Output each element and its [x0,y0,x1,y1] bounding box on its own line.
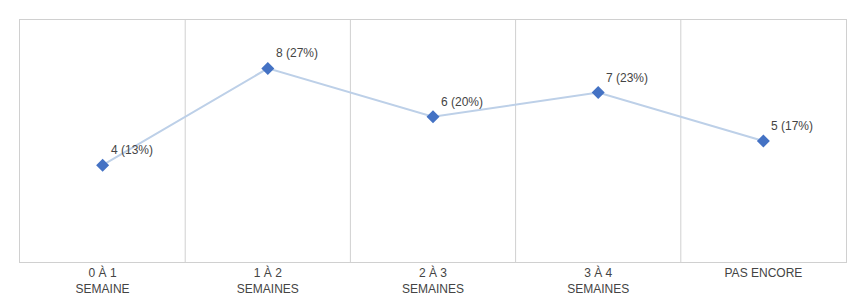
svg-text:8 (27%): 8 (27%) [276,46,318,60]
svg-text:4 (13%): 4 (13%) [111,143,153,157]
svg-text:3 À 4SEMAINES: 3 À 4SEMAINES [567,265,629,296]
svg-text:2 À 3SEMAINES: 2 À 3SEMAINES [402,265,464,296]
svg-text:PAS ENCORE: PAS ENCORE [725,266,803,280]
svg-text:7 (23%): 7 (23%) [606,71,648,85]
svg-text:0 À 1SEMAINE: 0 À 1SEMAINE [76,265,130,296]
svg-text:5 (17%): 5 (17%) [771,119,813,133]
svg-text:1 À 2SEMAINES: 1 À 2SEMAINES [237,265,299,296]
svg-text:6 (20%): 6 (20%) [441,95,483,109]
